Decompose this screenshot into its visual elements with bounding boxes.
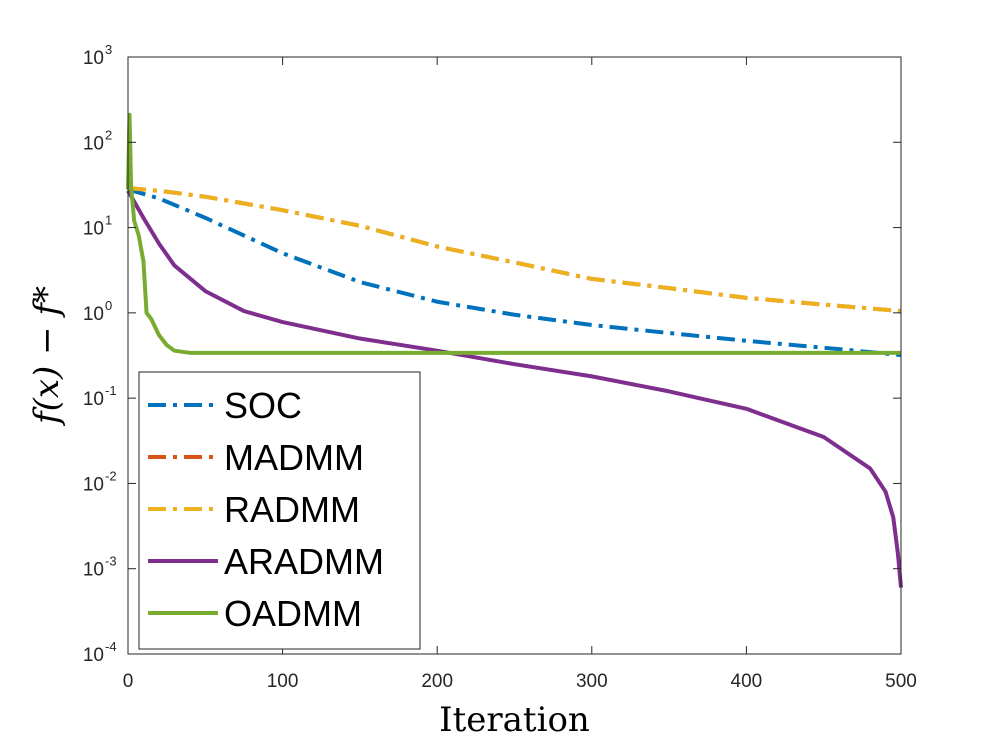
y-tick-exponent: 1 bbox=[105, 213, 112, 228]
y-axis-label: f(x) − f* bbox=[27, 286, 67, 427]
y-tick-label: 10 -3 bbox=[83, 554, 117, 581]
y-tick-base: 10 bbox=[83, 48, 104, 69]
x-tick-label: 0 bbox=[123, 671, 134, 692]
legend-item-radmm: RADMM bbox=[148, 489, 360, 530]
axes-box bbox=[127, 56, 902, 655]
legend-label: OADMM bbox=[224, 593, 362, 634]
y-tick-exponent: -3 bbox=[105, 554, 117, 569]
y-tick-base: 10 bbox=[83, 389, 104, 410]
series-layer bbox=[126, 112, 903, 588]
y-tick-exponent: -4 bbox=[105, 639, 117, 654]
y-tick-exponent: 3 bbox=[105, 42, 112, 57]
y-tick-label: 10 -2 bbox=[83, 468, 117, 495]
y-tick-label: 10 3 bbox=[83, 42, 112, 69]
x-tick-label: 400 bbox=[731, 671, 763, 692]
y-tick-base: 10 bbox=[83, 645, 104, 666]
series-line-soc bbox=[127, 187, 902, 358]
legend-item-madmm: MADMM bbox=[148, 437, 364, 478]
x-tick-label: 300 bbox=[576, 671, 608, 692]
x-tick-label: 200 bbox=[421, 671, 453, 692]
y-tick-label: 10 -4 bbox=[83, 639, 117, 666]
y-tick-base: 10 bbox=[83, 133, 104, 154]
y-tick-base: 10 bbox=[83, 219, 104, 240]
x-tick-label: 100 bbox=[267, 671, 299, 692]
y-tick-base: 10 bbox=[83, 560, 104, 581]
y-tick-base: 10 bbox=[83, 304, 104, 325]
y-tick-exponent: -2 bbox=[105, 468, 117, 483]
series-line-oadmm bbox=[126, 112, 901, 355]
axes-layer bbox=[127, 56, 902, 655]
legend-item-aradmm: ARADMM bbox=[148, 541, 384, 582]
y-tick-exponent: -1 bbox=[105, 383, 117, 398]
y-tick-label: 10 -1 bbox=[83, 383, 117, 410]
legend-label: SOC bbox=[224, 385, 302, 426]
y-tick-label: 10 2 bbox=[83, 127, 112, 154]
legend: SOC MADMM RADMM ARADMM OADMM bbox=[138, 371, 421, 650]
y-tick-exponent: 0 bbox=[105, 298, 112, 313]
x-tick-label: 500 bbox=[885, 671, 917, 692]
y-tick-label: 10 0 bbox=[83, 298, 112, 325]
y-tick-exponent: 2 bbox=[105, 127, 112, 142]
x-axis-label: Iteration bbox=[439, 700, 590, 740]
series-line-aradmm bbox=[126, 189, 903, 588]
y-tick-label: 10 1 bbox=[83, 213, 112, 240]
legend-item-oadmm: OADMM bbox=[148, 593, 362, 634]
legend-label: RADMM bbox=[224, 489, 360, 530]
legend-label: ARADMM bbox=[224, 541, 384, 582]
legend-label: MADMM bbox=[224, 437, 364, 478]
legend-item-soc: SOC bbox=[148, 385, 302, 426]
y-tick-base: 10 bbox=[83, 474, 104, 495]
